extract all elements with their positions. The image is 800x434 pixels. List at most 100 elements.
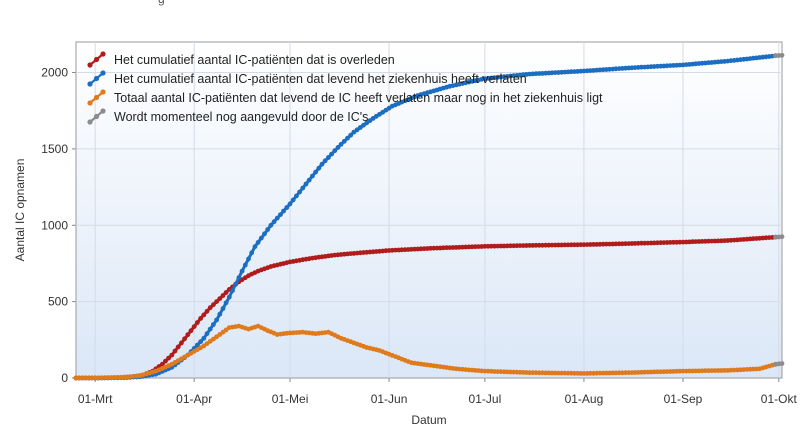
y-axis-title: Aantal IC opnamen bbox=[13, 159, 27, 262]
plot-area bbox=[75, 41, 783, 379]
legend-label: Het cumulatief aantal IC-patiënten dat l… bbox=[114, 72, 527, 86]
data-point bbox=[172, 348, 178, 354]
legend-swatch-marker bbox=[93, 75, 100, 82]
data-point bbox=[169, 352, 175, 358]
data-point bbox=[195, 342, 200, 348]
data-point bbox=[201, 335, 207, 341]
data-point bbox=[258, 235, 264, 241]
x-tick-label: 01-Okt bbox=[761, 392, 798, 406]
data-point bbox=[185, 332, 191, 338]
data-point bbox=[348, 132, 354, 138]
data-point bbox=[233, 281, 239, 287]
data-point bbox=[303, 181, 309, 187]
data-point bbox=[345, 135, 350, 141]
data-point bbox=[779, 234, 785, 240]
y-tick-label: 2000 bbox=[41, 66, 68, 80]
data-point bbox=[195, 320, 200, 325]
data-point bbox=[207, 326, 213, 332]
data-point bbox=[239, 268, 245, 274]
x-tick-label: 01-Jun bbox=[371, 392, 408, 406]
data-point bbox=[179, 340, 184, 346]
x-tick-label: 01-Jul bbox=[469, 392, 502, 406]
data-point bbox=[223, 290, 229, 295]
data-point bbox=[338, 141, 344, 147]
data-point bbox=[300, 185, 306, 191]
legend-label: Het cumulatief aantal IC-patiënten dat i… bbox=[114, 53, 395, 67]
legend-label: Totaal aantal IC-patiënten dat levend de… bbox=[114, 91, 603, 105]
data-point bbox=[322, 158, 328, 164]
data-point bbox=[252, 244, 258, 250]
data-point bbox=[220, 293, 226, 298]
data-point bbox=[284, 205, 290, 210]
data-point bbox=[341, 138, 347, 144]
data-point bbox=[316, 165, 322, 171]
legend-swatch-marker bbox=[100, 108, 106, 114]
data-point bbox=[226, 294, 232, 300]
data-point bbox=[182, 336, 188, 342]
data-point bbox=[214, 317, 220, 323]
legend-swatch-marker bbox=[100, 89, 106, 95]
legend-swatch-marker bbox=[87, 119, 93, 125]
data-point bbox=[310, 173, 315, 179]
data-point bbox=[332, 148, 338, 154]
data-point bbox=[201, 312, 207, 318]
y-tick-label: 0 bbox=[61, 371, 68, 385]
data-point bbox=[211, 302, 216, 308]
data-point bbox=[223, 300, 229, 306]
data-point bbox=[294, 193, 299, 199]
x-tick-label: 01-Apr bbox=[176, 392, 212, 406]
data-point bbox=[191, 324, 197, 329]
legend-swatch-marker bbox=[100, 70, 106, 76]
data-point bbox=[290, 197, 296, 203]
data-point bbox=[236, 275, 242, 280]
legend: Het cumulatief aantal IC-patiënten dat i… bbox=[87, 51, 603, 125]
data-point bbox=[217, 296, 223, 301]
y-axis: 0 500 1000 1500 2000 bbox=[41, 66, 76, 385]
x-tick-label: 01-Mrt bbox=[78, 392, 113, 406]
header-fragment: g bbox=[158, 0, 165, 6]
legend-swatch-marker bbox=[87, 62, 93, 68]
data-point bbox=[249, 250, 255, 256]
legend-swatch-marker bbox=[100, 51, 106, 57]
legend-swatch-marker bbox=[93, 56, 100, 63]
legend-item: Totaal aantal IC-patiënten dat levend de… bbox=[87, 89, 603, 106]
data-point bbox=[214, 299, 220, 304]
data-point bbox=[779, 52, 785, 58]
data-point bbox=[274, 215, 280, 221]
data-point bbox=[281, 208, 286, 214]
data-point bbox=[287, 201, 293, 207]
data-point bbox=[326, 155, 331, 160]
data-point bbox=[166, 355, 172, 361]
data-point bbox=[271, 219, 277, 225]
data-point bbox=[159, 361, 165, 367]
data-point bbox=[329, 151, 334, 157]
data-point bbox=[313, 169, 318, 175]
data-point bbox=[175, 344, 181, 350]
data-point bbox=[779, 361, 785, 366]
y-tick-label: 1500 bbox=[41, 142, 68, 156]
legend-item: Het cumulatief aantal IC-patiënten dat l… bbox=[87, 70, 527, 87]
data-point bbox=[198, 339, 204, 345]
data-point bbox=[188, 328, 194, 334]
data-point bbox=[198, 316, 204, 321]
legend-item: Het cumulatief aantal IC-patiënten dat i… bbox=[87, 51, 395, 68]
data-point bbox=[242, 262, 248, 268]
data-point bbox=[163, 358, 168, 364]
data-point bbox=[230, 288, 235, 293]
y-tick-label: 500 bbox=[48, 295, 68, 309]
legend-label: Wordt momenteel nog aangevuld door de IC… bbox=[114, 110, 368, 124]
legend-swatch-marker bbox=[87, 81, 93, 87]
data-point bbox=[204, 308, 210, 314]
series-3 bbox=[73, 323, 778, 381]
data-point bbox=[265, 227, 271, 232]
data-point bbox=[262, 231, 267, 237]
legend-swatch-marker bbox=[93, 94, 100, 101]
x-tick-label: 01-Mei bbox=[272, 392, 309, 406]
x-tick-label: 01-Sep bbox=[664, 392, 703, 406]
series-4 bbox=[773, 52, 785, 367]
y-tick-label: 1000 bbox=[41, 218, 68, 232]
data-point bbox=[297, 189, 302, 195]
legend-swatch-marker bbox=[93, 113, 100, 120]
data-point bbox=[306, 177, 312, 183]
